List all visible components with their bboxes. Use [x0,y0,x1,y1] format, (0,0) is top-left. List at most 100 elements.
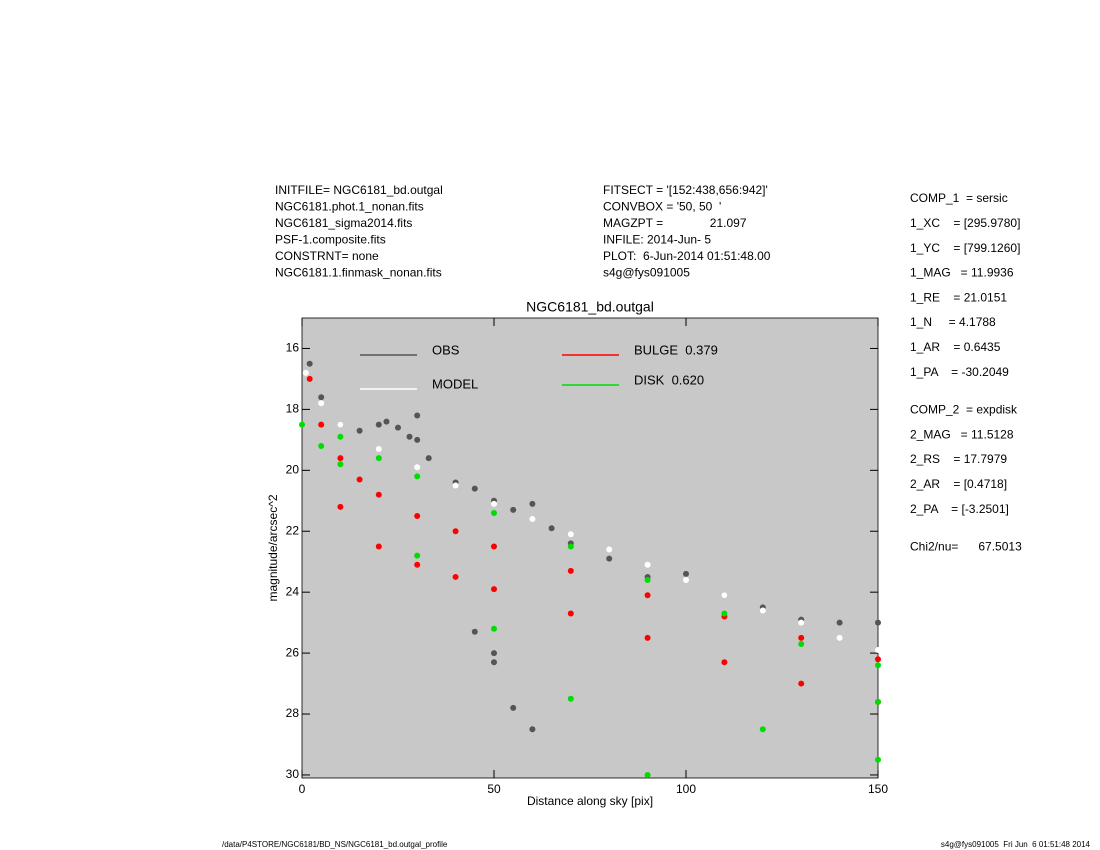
x-tick-label: 150 [868,782,888,796]
point [337,461,344,468]
point [491,500,497,507]
legend-label: MODEL [432,376,478,391]
point [375,421,382,428]
fit-parameter: 1_N = 4.1788 [910,315,996,329]
point [875,698,881,705]
point [529,726,536,733]
fit-parameter: 1_RE = 21.0151 [910,290,1007,304]
plot-area [301,317,879,779]
point [414,464,421,471]
header-line: NGC6181_sigma2014.fits [275,216,412,230]
header-line: FITSECT = '[152:438,656:942]' [603,183,768,197]
point [491,650,497,657]
point [606,546,613,553]
point [721,610,728,617]
header-line: CONSTRNT= none [275,249,379,263]
point [452,573,459,580]
fit-parameter: COMP_1 = sersic [910,191,1008,205]
point [644,576,651,583]
point [798,634,805,641]
point [798,640,805,647]
point [383,418,390,425]
point [644,634,651,641]
fit-parameter: 1_YC = [799.1260] [910,241,1020,255]
y-tick-label: 28 [286,706,300,720]
point [491,543,497,550]
point [414,552,421,559]
y-tick-label: 16 [286,341,300,355]
point [406,433,413,440]
header-line: INITFILE= NGC6181_bd.outgal [275,183,443,197]
header-line: MAGZPT = 21.097 [603,216,747,230]
point [644,561,651,568]
point [302,369,309,376]
point [425,455,432,462]
point [356,476,363,483]
point [395,424,401,431]
y-axis-label: magnitude/arcsec^2 [266,494,280,601]
y-tick-label: 26 [286,645,300,659]
point [798,680,805,687]
chart-title: NGC6181_bd.outgal [526,299,654,315]
point [337,503,344,510]
point [375,491,382,498]
y-tick-label: 22 [286,523,300,537]
x-tick-label: 100 [676,782,696,796]
fit-parameter: 1_MAG = 11.9936 [910,266,1014,280]
point [644,771,651,778]
point [875,756,881,763]
point [759,607,766,614]
point [452,528,459,535]
point [721,659,728,666]
point [318,400,325,407]
point [414,473,421,480]
point [875,647,881,654]
fit-parameter: 2_PA = [-3.2501] [910,502,1009,516]
point [683,576,689,583]
fit-parameter: 1_AR = 0.6435 [910,340,1001,354]
legend-label: OBS [432,342,460,357]
point [567,543,574,550]
header-line: PSF-1.composite.fits [275,233,386,247]
fit-parameter: 1_XC = [295.9780] [910,216,1020,230]
point [318,442,325,449]
footer-left: /data/P4STORE/NGC6181/BD_NS/NGC6181_bd.o… [222,840,448,849]
y-tick-label: 24 [286,584,300,598]
point [567,531,574,538]
header-line: INFILE: 2014-Jun- 5 [603,233,711,247]
point [337,455,344,462]
y-tick-label: 30 [286,767,300,781]
legend-label: DISK 0.620 [634,372,704,387]
point [414,436,421,443]
point [510,506,517,513]
point [471,485,478,492]
point [375,445,382,452]
y-tick-label: 18 [286,402,300,416]
point [318,394,325,401]
point [510,704,517,711]
point [299,421,305,428]
x-axis-label: Distance along sky [pix] [527,794,653,808]
point [836,634,843,641]
point [306,360,313,367]
point [875,662,881,669]
fit-parameter: 2_RS = 17.7979 [910,452,1007,466]
fit-parameter: COMP_2 = expdisk [910,403,1018,417]
fit-parameter: 2_MAG = 11.5128 [910,427,1014,441]
point [491,586,497,593]
fit-parameter: Chi2/nu= 67.5013 [910,540,1022,554]
point [567,695,574,702]
fit-parameter: 2_AR = [0.4718] [910,477,1007,491]
point [567,610,574,617]
point [721,592,728,599]
x-tick-label: 50 [487,782,501,796]
point [798,619,805,626]
point [491,509,497,516]
point [375,455,382,462]
point [414,412,421,419]
point [491,659,497,666]
point [452,482,459,489]
y-tick-label: 20 [286,462,300,476]
point [306,375,313,382]
